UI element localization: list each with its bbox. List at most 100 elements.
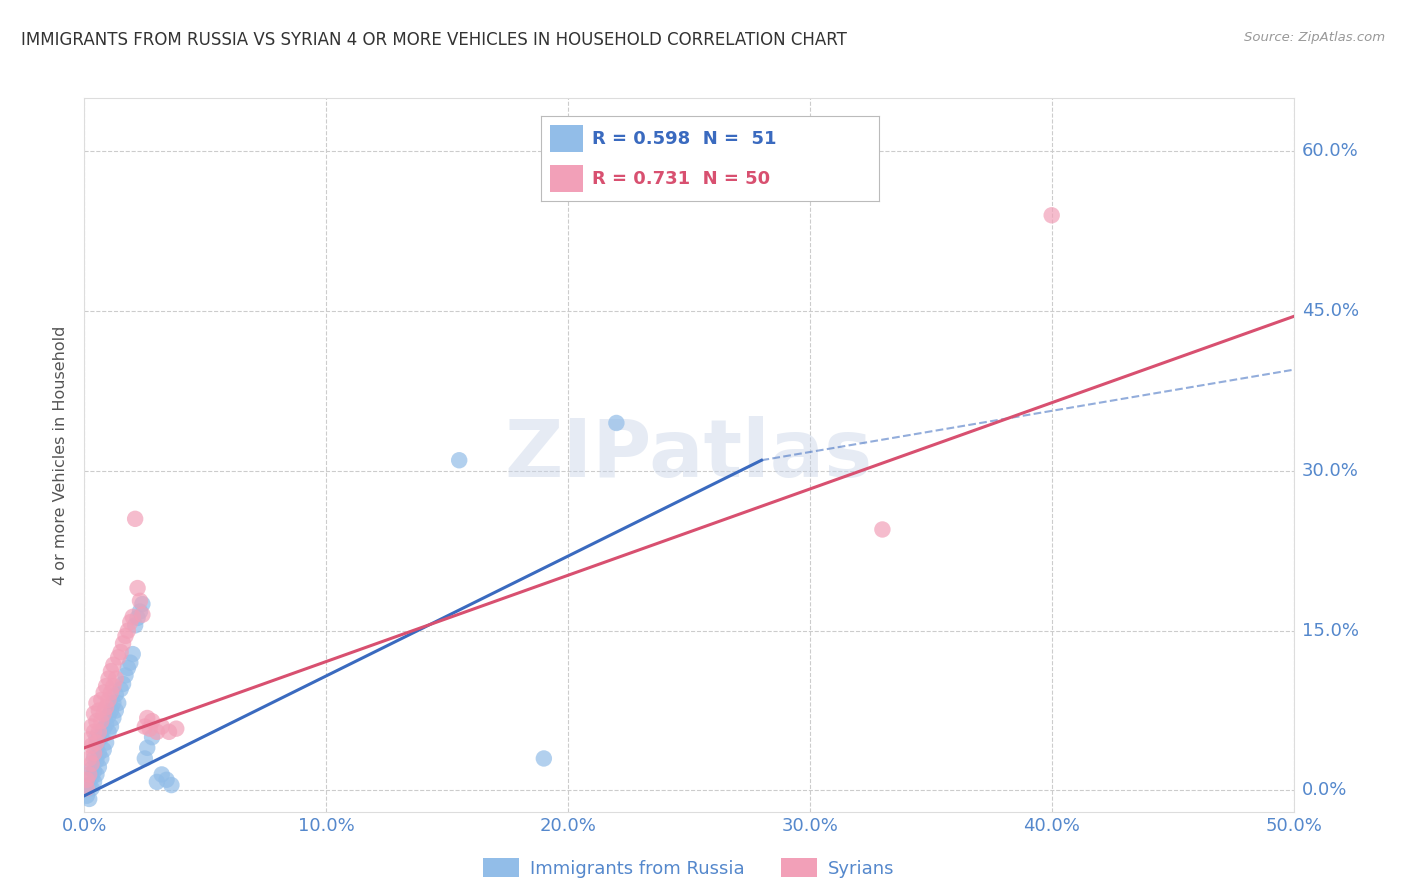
Point (533, 751, 555, 765)
Point (146, 775, 169, 789)
Point (80, 739, 103, 753)
Point (76, 772, 98, 787)
Point (93, 706, 115, 721)
Point (77, 732, 100, 747)
Point (86, 740, 108, 755)
Point (121, 647, 143, 661)
Text: R = 0.731  N = 50: R = 0.731 N = 50 (592, 169, 770, 187)
Point (93, 685, 115, 699)
Point (86, 730, 108, 744)
Point (146, 724, 169, 739)
Point (80, 781, 103, 796)
Point (160, 778, 183, 792)
Point (103, 711, 125, 725)
Point (94, 700, 117, 714)
Point (112, 677, 135, 691)
Point (110, 682, 132, 697)
Point (87, 760, 110, 774)
Point (94, 679, 117, 693)
Point (100, 704, 122, 718)
Text: ZIPatlas: ZIPatlas (505, 416, 873, 494)
Point (103, 657, 125, 672)
Point (97, 693, 120, 707)
Point (77, 792, 100, 806)
Point (76, 789, 98, 803)
Point (90, 751, 112, 765)
Point (104, 704, 127, 718)
Point (104, 672, 127, 686)
Point (129, 605, 152, 619)
Point (141, 714, 163, 729)
Point (114, 629, 136, 643)
Point (134, 719, 156, 733)
Point (449, 453, 471, 467)
Point (86, 754, 108, 768)
Point (134, 751, 156, 765)
Point (77, 778, 100, 792)
Point (100, 685, 122, 699)
Point (83, 764, 105, 779)
Point (117, 624, 139, 638)
Point (104, 688, 127, 702)
Point (1040, 208, 1063, 222)
Point (80, 762, 103, 776)
Point (131, 607, 153, 622)
Point (86, 714, 108, 729)
Point (80, 771, 103, 785)
Point (97, 709, 120, 723)
Y-axis label: 4 or more Vehicles in Household: 4 or more Vehicles in Household (53, 326, 69, 584)
Point (124, 618, 146, 632)
Point (100, 719, 122, 733)
Point (87, 724, 110, 739)
Point (605, 416, 627, 430)
Point (121, 609, 143, 624)
Legend: Immigrants from Russia, Syrians: Immigrants from Russia, Syrians (477, 851, 901, 885)
Text: 45.0%: 45.0% (1302, 302, 1360, 320)
Point (86, 696, 108, 710)
Text: IMMIGRANTS FROM RUSSIA VS SYRIAN 4 OR MORE VEHICLES IN HOUSEHOLD CORRELATION CHA: IMMIGRANTS FROM RUSSIA VS SYRIAN 4 OR MO… (21, 31, 846, 49)
Point (131, 597, 153, 611)
Point (129, 594, 152, 608)
Point (100, 664, 122, 678)
Point (120, 615, 142, 629)
Point (157, 724, 180, 739)
Point (87, 732, 110, 747)
Point (87, 704, 110, 718)
Point (86, 767, 108, 781)
Point (107, 696, 129, 710)
Point (90, 693, 112, 707)
Point (127, 581, 149, 595)
Point (107, 650, 129, 665)
Point (90, 730, 112, 744)
Point (77, 751, 100, 765)
Bar (550, 125, 583, 153)
Point (83, 751, 105, 765)
Point (127, 611, 149, 625)
Point (94, 735, 117, 749)
Text: R = 0.598  N =  51: R = 0.598 N = 51 (592, 130, 776, 148)
Point (90, 714, 112, 729)
Point (155, 772, 177, 787)
Point (124, 512, 146, 526)
Point (103, 696, 125, 710)
Point (77, 767, 100, 781)
Point (80, 756, 103, 771)
Point (872, 523, 894, 537)
Point (80, 719, 103, 733)
Point (110, 645, 132, 659)
Point (76, 781, 98, 796)
Point (97, 672, 120, 686)
Point (87, 746, 110, 760)
Point (136, 711, 159, 725)
Point (120, 656, 142, 670)
Bar (550, 165, 583, 192)
Text: 60.0%: 60.0% (1302, 143, 1358, 161)
Point (93, 743, 115, 757)
Point (93, 722, 115, 736)
Point (150, 767, 173, 781)
Point (165, 722, 187, 736)
Point (138, 722, 160, 736)
Text: 0.0%: 0.0% (1302, 781, 1347, 799)
Text: 15.0%: 15.0% (1302, 622, 1358, 640)
Text: 30.0%: 30.0% (1302, 462, 1358, 480)
